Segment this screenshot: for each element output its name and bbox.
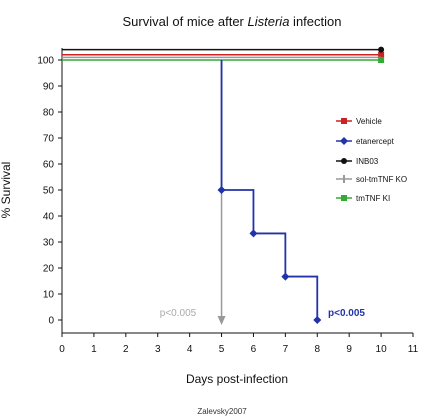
x-tick-label: 8 xyxy=(314,344,320,355)
y-tick-label: 80 xyxy=(43,108,55,119)
y-tick-label: 70 xyxy=(43,134,55,145)
x-tick-label: 5 xyxy=(219,344,225,355)
y-tick-label: 20 xyxy=(43,264,55,275)
credit-text: Zalevsky2007 xyxy=(197,407,247,416)
series-point-etanercept xyxy=(281,272,290,281)
series-line-etanercept xyxy=(220,60,319,320)
legend-label-sol-tmtnf-ko: sol-tmTNF KO xyxy=(356,175,407,184)
legend-marker-vehicle xyxy=(341,118,347,124)
y-tick-label: 100 xyxy=(37,56,54,67)
x-tick-label: 11 xyxy=(408,344,419,355)
series-point-vehicle xyxy=(378,51,385,58)
x-tick-label: 10 xyxy=(376,344,388,355)
x-ticks: 0 1 2 3 4 5 6 7 8 9 10 11 xyxy=(59,333,419,355)
y-axis-title: % Survival xyxy=(0,162,13,219)
x-tick-label: 9 xyxy=(346,344,352,355)
legend-marker-etanercept xyxy=(340,137,348,145)
p-value-annotation-grey: p<0.005 xyxy=(160,308,197,319)
legend-marker-tmtnf-ki xyxy=(341,195,347,201)
series-point-etanercept xyxy=(249,229,258,238)
series-point-etanercept xyxy=(217,186,226,194)
y-tick-label: 60 xyxy=(43,160,55,171)
series-point-etanercept xyxy=(313,316,322,324)
x-tick-label: 2 xyxy=(123,344,129,355)
x-axis-title: Days post-infection xyxy=(186,372,288,386)
y-tick-label: 90 xyxy=(43,82,55,93)
plot-annotations: p<0.005 p<0.005 xyxy=(160,308,366,319)
chart-title: Survival of mice after Listeria infectio… xyxy=(123,14,342,29)
x-tick-label: 1 xyxy=(91,344,97,355)
legend-label-etanercept: etanercept xyxy=(356,137,395,146)
legend-label-tmtnf-ki: tmTNF KI xyxy=(356,194,390,203)
x-tick-label: 0 xyxy=(59,344,65,355)
x-tick-label: 3 xyxy=(155,344,161,355)
legend-label-vehicle: Vehicle xyxy=(356,117,382,126)
y-tick-label: 30 xyxy=(43,238,55,249)
y-tick-label: 10 xyxy=(43,290,55,301)
x-tick-label: 6 xyxy=(251,344,257,355)
legend: Vehicle etanercept INB03 sol-tmTNF KO tmTNF … xyxy=(336,117,407,203)
legend-marker-inb03 xyxy=(341,158,347,164)
series-point-inb03 xyxy=(378,46,385,53)
y-tick-label: 50 xyxy=(43,186,55,197)
series-point-tmtnf-ki xyxy=(378,57,385,63)
y-tick-label: 0 xyxy=(48,316,54,327)
legend-label-inb03: INB03 xyxy=(356,157,379,166)
p-value-annotation-blue: p<0.005 xyxy=(328,308,365,319)
y-tick-label: 40 xyxy=(43,212,55,223)
y-ticks: 0 10 20 30 40 50 60 70 80 90 100 xyxy=(37,56,62,327)
sol-tmtnf-ko-arrowhead xyxy=(217,316,226,325)
x-tick-label: 4 xyxy=(187,344,193,355)
plot-series xyxy=(62,46,385,325)
x-tick-label: 7 xyxy=(283,344,289,355)
